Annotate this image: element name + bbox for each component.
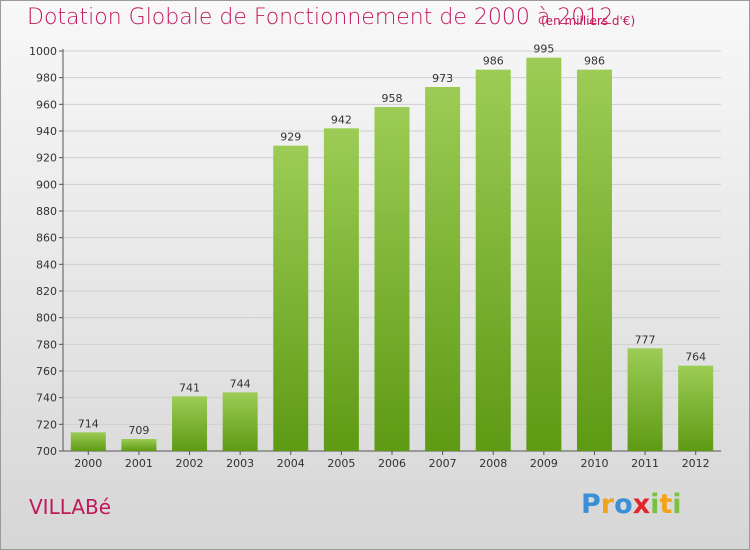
value-label: 714 [78,417,99,430]
bar [526,57,562,452]
value-label: 986 [483,55,504,68]
chart-title: Dotation Globale de Fonctionnement de 20… [27,5,614,30]
proxiti-logo: Proxiti [581,489,682,520]
x-tick-label: 2006 [378,457,406,470]
y-tick-label: 960 [36,98,57,111]
value-label: 995 [533,43,554,56]
bar [576,69,612,452]
y-tick-label: 980 [36,72,57,85]
value-labels: 714 709 741 744 929 942 958 973 986 995 986 777 764 [78,43,706,437]
bar [678,365,714,451]
y-tick-label: 900 [36,178,57,191]
value-label: 777 [635,333,656,346]
x-tick-label: 2003 [226,457,254,470]
value-label: 942 [331,113,352,126]
y-tick-label: 740 [36,392,57,405]
value-label: 741 [179,381,200,394]
value-label: 929 [280,131,301,144]
bar [121,439,157,451]
bar [627,348,663,451]
y-tick-label: 760 [36,365,57,378]
x-tick-label: 2009 [530,457,558,470]
x-tick-label: 2002 [176,457,204,470]
value-label: 973 [432,72,453,85]
x-tick-label: 2010 [580,457,608,470]
y-tick-label: 1000 [29,45,57,58]
value-label: 764 [685,351,706,364]
chart-subtitle: (en milliers d'€) [541,14,636,28]
bar [172,396,208,451]
value-label: 744 [230,377,251,390]
bar [70,432,106,451]
y-tick-label: 700 [36,445,57,458]
x-tick-label: 2004 [277,457,305,470]
x-tick-label: 2008 [479,457,507,470]
x-tick-labels: 2000 2001 2002 2003 2004 2005 2006 2007 2008 2009… [74,457,709,470]
y-tick-label: 880 [36,205,57,218]
x-tick-label: 2007 [429,457,457,470]
y-tick-label: 720 [36,418,57,431]
x-tick-label: 2011 [631,457,659,470]
bar [222,392,258,451]
value-label: 709 [128,424,149,437]
bar [273,145,309,451]
commune-name: VILLABé [29,495,112,519]
bar [323,128,359,451]
value-label: 986 [584,55,605,68]
y-tick-label: 800 [36,312,57,325]
y-tick-label: 920 [36,152,57,165]
x-tick-label: 2012 [682,457,710,470]
bar [425,87,461,451]
y-tick-label: 840 [36,258,57,271]
y-tick-label: 780 [36,338,57,351]
bar [475,69,511,452]
y-tick-label: 820 [36,285,57,298]
x-tick-label: 2000 [74,457,102,470]
x-tick-label: 2005 [327,457,355,470]
value-label: 958 [382,92,403,105]
y-tick-label: 940 [36,125,57,138]
y-tick-labels: 700 720 740 760 780 800 820 840 860 880 900 920 940 9… [29,45,57,458]
bars [70,57,714,452]
bar [374,107,410,451]
y-tick-label: 860 [36,232,57,245]
x-tick-label: 2001 [125,457,153,470]
